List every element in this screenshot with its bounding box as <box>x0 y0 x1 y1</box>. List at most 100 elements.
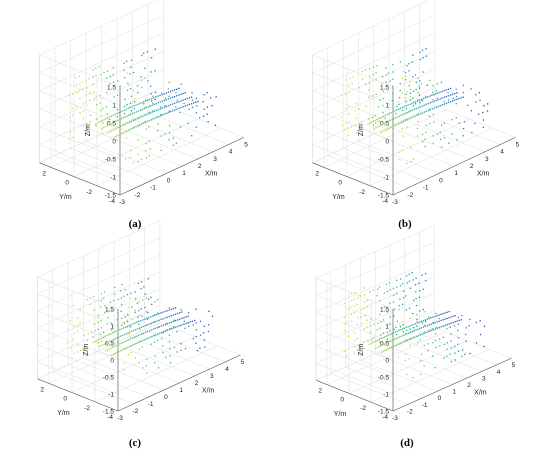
point <box>160 149 162 152</box>
point <box>409 99 412 102</box>
point <box>160 337 163 340</box>
point <box>149 105 151 107</box>
point <box>458 122 461 124</box>
point <box>97 339 99 341</box>
point <box>134 118 136 121</box>
point <box>391 92 394 95</box>
point <box>375 118 378 121</box>
point <box>168 95 170 98</box>
point <box>141 108 144 111</box>
point <box>92 336 95 338</box>
point <box>415 297 417 300</box>
point <box>405 326 408 329</box>
point <box>412 90 415 93</box>
point <box>390 111 392 114</box>
point <box>379 132 382 134</box>
point <box>364 301 366 303</box>
point <box>188 103 191 106</box>
point <box>152 102 154 105</box>
point <box>442 312 444 315</box>
point <box>72 304 75 307</box>
point <box>422 56 424 59</box>
point <box>482 119 485 121</box>
point <box>123 362 126 365</box>
grid <box>312 0 516 196</box>
point <box>419 359 422 362</box>
z-tick-label: 0 <box>112 138 116 145</box>
point <box>95 96 97 98</box>
point <box>454 359 456 361</box>
point <box>380 124 383 126</box>
point <box>172 109 174 112</box>
point <box>408 307 411 310</box>
point <box>422 326 425 328</box>
point <box>434 332 437 335</box>
point <box>363 328 366 330</box>
x-tick-label: -2 <box>407 192 413 199</box>
point <box>414 284 417 286</box>
point <box>128 121 131 123</box>
point <box>347 335 350 337</box>
point <box>486 103 489 105</box>
point <box>389 289 391 291</box>
point <box>125 333 127 335</box>
point <box>181 311 183 313</box>
point <box>412 158 415 160</box>
point <box>441 90 443 93</box>
point <box>89 114 92 116</box>
point <box>483 105 485 107</box>
point <box>179 111 181 114</box>
point <box>120 297 123 299</box>
point <box>389 323 391 325</box>
point <box>100 340 103 342</box>
point <box>164 133 166 135</box>
point <box>381 344 383 346</box>
point <box>160 92 163 94</box>
point <box>129 106 131 109</box>
z-tick-label: 1.5 <box>380 84 389 91</box>
x-tick-label: -3 <box>119 199 125 206</box>
point <box>408 117 411 120</box>
point <box>145 317 148 320</box>
point <box>139 109 142 111</box>
point <box>114 352 117 355</box>
point <box>129 87 132 90</box>
point <box>191 99 194 101</box>
point <box>382 97 384 100</box>
point <box>79 111 81 114</box>
point <box>436 327 439 329</box>
point <box>379 117 381 119</box>
point <box>73 325 76 328</box>
point <box>418 321 421 323</box>
point <box>379 99 381 101</box>
point <box>181 324 183 326</box>
point <box>199 334 202 336</box>
point <box>426 318 428 321</box>
point <box>343 329 346 332</box>
point <box>116 127 118 130</box>
point <box>184 327 186 330</box>
x-tick-label: 1 <box>182 170 186 177</box>
point <box>112 338 115 341</box>
point <box>124 326 127 328</box>
point <box>424 325 427 328</box>
point <box>126 312 129 315</box>
point <box>428 115 431 117</box>
gridline <box>389 346 468 379</box>
gridline <box>83 357 164 391</box>
point <box>168 341 171 343</box>
point <box>391 339 394 341</box>
point <box>130 351 132 354</box>
point <box>412 279 414 281</box>
point <box>117 329 119 332</box>
point <box>172 320 175 323</box>
point <box>130 66 132 68</box>
point <box>447 95 450 97</box>
point <box>138 124 141 126</box>
point <box>350 320 353 322</box>
point <box>168 322 171 324</box>
point <box>76 91 78 94</box>
point <box>88 99 91 102</box>
point <box>412 104 414 107</box>
point <box>413 323 415 326</box>
